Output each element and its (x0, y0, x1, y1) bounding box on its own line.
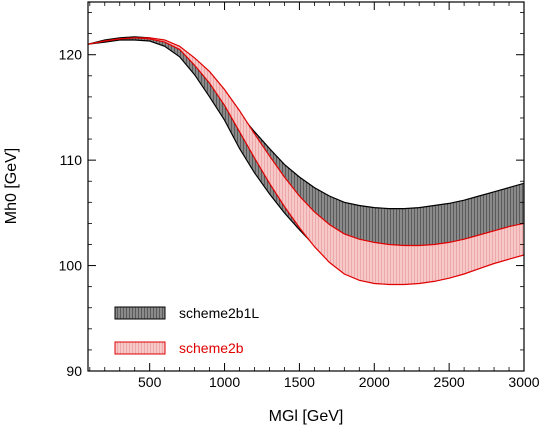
x-tick-label: 500 (138, 374, 162, 390)
x-tick-label: 2000 (359, 374, 390, 390)
band-scheme2b1L (88, 36, 524, 281)
legend-swatch-scheme2b1L (114, 306, 166, 320)
legend-label-scheme2b: scheme2b (179, 340, 244, 356)
y-axis-label: Mh0 [GeV] (3, 148, 20, 224)
bands-layer (88, 36, 524, 286)
y-tick-label: 120 (59, 47, 83, 63)
legend-label-scheme2b1L: scheme2b1L (179, 305, 259, 321)
axes-layer: 500 1000 1500 2000 2500 3000 90 100 110 120 (59, 1, 540, 390)
x-tick-label: 1000 (209, 374, 240, 390)
legend-swatch-scheme2b (114, 341, 166, 355)
y-tick-label: 100 (59, 258, 83, 274)
x-tick-label: 3000 (508, 374, 539, 390)
y-tick-label: 90 (66, 363, 82, 379)
band-upper-scheme2b (88, 37, 524, 247)
y-tick-label: 110 (60, 152, 83, 168)
legend: scheme2b1L scheme2b (114, 305, 259, 356)
band-lower-scheme2b (88, 37, 524, 286)
plot-frame (87, 1, 525, 372)
band-scheme2b (88, 37, 524, 285)
x-tick-label: 2500 (434, 374, 465, 390)
x-axis-label: MGl [GeV] (269, 408, 344, 425)
x-tick-label: 1500 (284, 374, 315, 390)
